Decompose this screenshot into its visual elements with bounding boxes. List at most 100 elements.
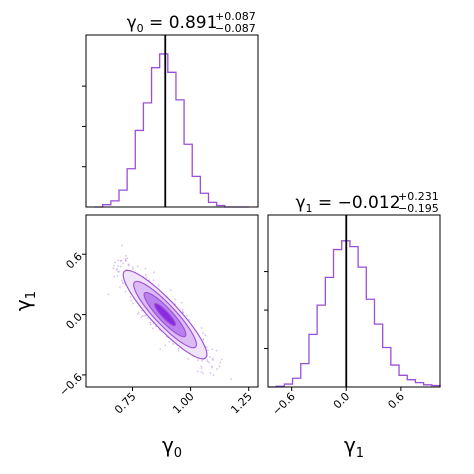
scatter-point <box>144 267 147 270</box>
xtick-label: 1.00 <box>170 390 197 417</box>
marginal-panel-gamma0: γ0 = 0.891 +0.087 −0.087 <box>82 10 259 208</box>
yticks-joint: −0.6 0.0 0.6 <box>57 250 86 399</box>
marginal-panel-gamma1: γ1 = −0.012 +0.231 −0.195 −0.6 0.0 0.6 γ1 <box>264 190 441 461</box>
scatter-point <box>121 279 123 282</box>
scatter-point <box>116 268 119 270</box>
xtick-label: 1.25 <box>228 390 255 417</box>
scatter-point <box>187 358 190 360</box>
scatter-point <box>140 316 143 319</box>
scatter-point <box>117 270 119 273</box>
scatter-point <box>168 340 171 343</box>
scatter-point <box>131 266 134 269</box>
scatter-point <box>208 361 210 364</box>
scatter-point <box>122 282 125 285</box>
scatter-point <box>201 359 203 362</box>
scatter-point <box>113 275 116 278</box>
scatter-point <box>202 332 204 335</box>
scatter-point <box>169 289 172 292</box>
scatter-point <box>209 372 212 375</box>
scatter-point <box>202 338 205 341</box>
xtick-label: 0.6 <box>385 390 407 412</box>
scatter-point <box>202 372 204 375</box>
scatter-point <box>127 263 130 266</box>
scatter-point <box>144 274 147 276</box>
ytick-label: 0.6 <box>63 250 85 272</box>
yticks-gamma0 <box>82 85 86 168</box>
scatter-point <box>211 357 214 360</box>
scatter-point <box>112 264 115 267</box>
scatter-point <box>206 360 209 363</box>
scatter-point <box>188 319 191 321</box>
scatter-point <box>148 279 151 282</box>
scatter-point <box>200 371 203 373</box>
scatter-point <box>200 365 203 368</box>
scatter-point <box>130 299 133 302</box>
scatter-point <box>132 302 134 305</box>
scatter-point <box>146 317 149 319</box>
scatter-point <box>137 311 140 314</box>
xtick-label: 0.75 <box>112 390 139 417</box>
xlabel-gamma0: γ0 <box>162 433 182 461</box>
scatter-point <box>177 349 180 352</box>
scatter-point <box>119 286 121 289</box>
scatter-point <box>164 344 167 347</box>
histogram-gamma1 <box>268 240 441 388</box>
scatter-point <box>211 348 214 351</box>
scatter-point <box>119 259 122 262</box>
scatter-point <box>136 265 139 268</box>
xtick-label: 0.0 <box>331 390 353 412</box>
scatter-point <box>153 271 155 274</box>
scatter-point <box>221 358 223 361</box>
scatter-point <box>174 298 177 301</box>
scatter-point <box>186 314 189 317</box>
scatter-point <box>159 348 162 351</box>
scatter-point <box>172 343 174 345</box>
scatter-point <box>107 293 110 296</box>
scatter-point <box>207 349 209 352</box>
scatter-point <box>115 269 118 271</box>
scatter-point <box>196 359 199 362</box>
scatter-point <box>126 257 129 260</box>
title-gamma1: γ1 = −0.012 <box>295 193 400 215</box>
scatter-point <box>120 259 123 262</box>
scatter-point <box>116 275 119 277</box>
scatter-point <box>211 366 214 369</box>
title-gamma0: γ0 = 0.891 <box>127 13 218 35</box>
scatter-point <box>143 314 146 317</box>
xticks-gamma1: −0.6 0.0 0.6 <box>270 387 407 418</box>
scatter-point <box>124 259 127 262</box>
title-gamma1-plus: +0.231 <box>398 190 439 203</box>
xtick-label: −0.6 <box>270 390 298 418</box>
scatter-point <box>137 313 139 315</box>
yticks-gamma1 <box>264 271 268 350</box>
scatter-point <box>112 267 115 270</box>
scatter-point <box>119 265 122 268</box>
scatter-point <box>121 244 123 247</box>
contour-level <box>154 302 177 327</box>
ylabel-gamma1: γ1 <box>11 291 39 311</box>
scatter-point <box>121 281 124 284</box>
scatter-point <box>200 367 203 369</box>
scatter-point <box>151 327 154 330</box>
scatter-point <box>125 254 128 257</box>
xlabel-gamma1: γ1 <box>344 433 364 461</box>
scatter-point <box>131 268 134 270</box>
scatter-point <box>181 308 184 311</box>
joint-panel: 0.75 1.00 1.25 −0.6 0.0 0.6 γ0 γ1 <box>11 214 259 461</box>
scatter-point <box>141 315 144 317</box>
ytick-label: 0.0 <box>63 310 85 332</box>
title-gamma0-plus: +0.087 <box>215 10 256 23</box>
scatter-point <box>127 264 130 267</box>
histogram-gamma0 <box>94 53 250 208</box>
scatter-point <box>157 284 160 287</box>
scatter-point <box>117 259 119 262</box>
scatter-point <box>117 265 119 268</box>
scatter-point <box>209 355 211 358</box>
scatter-point <box>114 261 117 264</box>
scatter-point <box>124 290 127 293</box>
axes-frame-gamma1 <box>267 214 441 388</box>
scatter-point <box>202 338 205 341</box>
axes-frame-joint <box>85 214 259 388</box>
scatter-point <box>230 378 232 380</box>
